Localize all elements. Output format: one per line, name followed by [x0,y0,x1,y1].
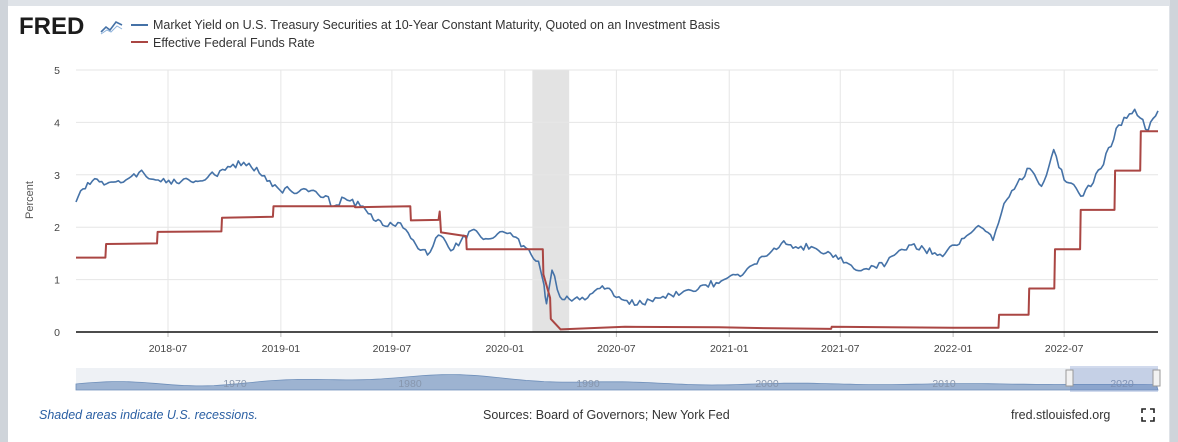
sources-text: Sources: Board of Governors; New York Fe… [483,408,730,422]
x-tick-label: 2019-01 [262,343,301,355]
navigator-year-label: 1980 [398,378,422,390]
y-tick-label: 1 [54,275,60,287]
x-tick-label: 2020-07 [597,343,636,355]
series-line-2 [76,130,1158,331]
site-link[interactable]: fred.stlouisfed.org [1011,408,1110,422]
x-tick-label: 2019-07 [373,343,412,355]
recession-band [532,70,570,332]
navigator-handle-right[interactable] [1152,369,1161,387]
series-line-1 [75,108,1159,306]
navigator-year-label: 1990 [576,378,600,390]
fullscreen-icon[interactable] [1141,408,1155,422]
y-axis-title: Percent [24,181,36,219]
navigator-selected-range[interactable] [1070,366,1158,392]
legend-label-series2: Effective Federal Funds Rate [153,36,315,50]
navigator-year-label: 2020 [1110,378,1134,390]
y-tick-label: 4 [54,117,60,129]
fred-logo[interactable]: FRED [19,13,84,40]
navigator-year-label: 2000 [755,378,779,390]
navigator-year-label: 2010 [932,378,956,390]
recession-note: Shaded areas indicate U.S. recessions. [39,408,258,422]
navigator-handle-left[interactable] [1065,369,1074,387]
navigator-year-labels: 1970 1980 1990 2000 2010 2020 [223,378,1134,390]
series-lines [75,108,1159,331]
x-tick-label: 2021-07 [821,343,860,355]
right-frame-border [1170,0,1178,442]
y-tick-label: 0 [54,327,60,339]
y-axis: 0 1 2 3 4 5 [54,65,60,339]
line-graph-icon [100,20,123,35]
chart-legend: Market Yield on U.S. Treasury Securities… [131,18,720,50]
y-tick-label: 3 [54,170,60,182]
legend-label-series1: Market Yield on U.S. Treasury Securities… [153,18,720,32]
x-tick-label: 2022-07 [1045,343,1084,355]
navigator-year-label: 1970 [223,378,247,390]
range-navigator[interactable]: 1970 1980 1990 2000 2010 2020 [75,366,1161,392]
y-tick-label: 5 [54,65,60,77]
x-tick-label: 2021-01 [710,343,749,355]
navigator-area [75,374,1159,391]
recession-shading [532,70,570,332]
y-tick-label: 2 [54,222,60,234]
x-axis: 2018-07 2019-01 2019-07 2020-01 2020-07 2021-… [76,331,1158,355]
x-tick-label: 2020-01 [485,343,524,355]
left-frame-border [0,0,8,442]
x-tick-label: 2018-07 [149,343,188,355]
x-tick-label: 2022-01 [934,343,973,355]
